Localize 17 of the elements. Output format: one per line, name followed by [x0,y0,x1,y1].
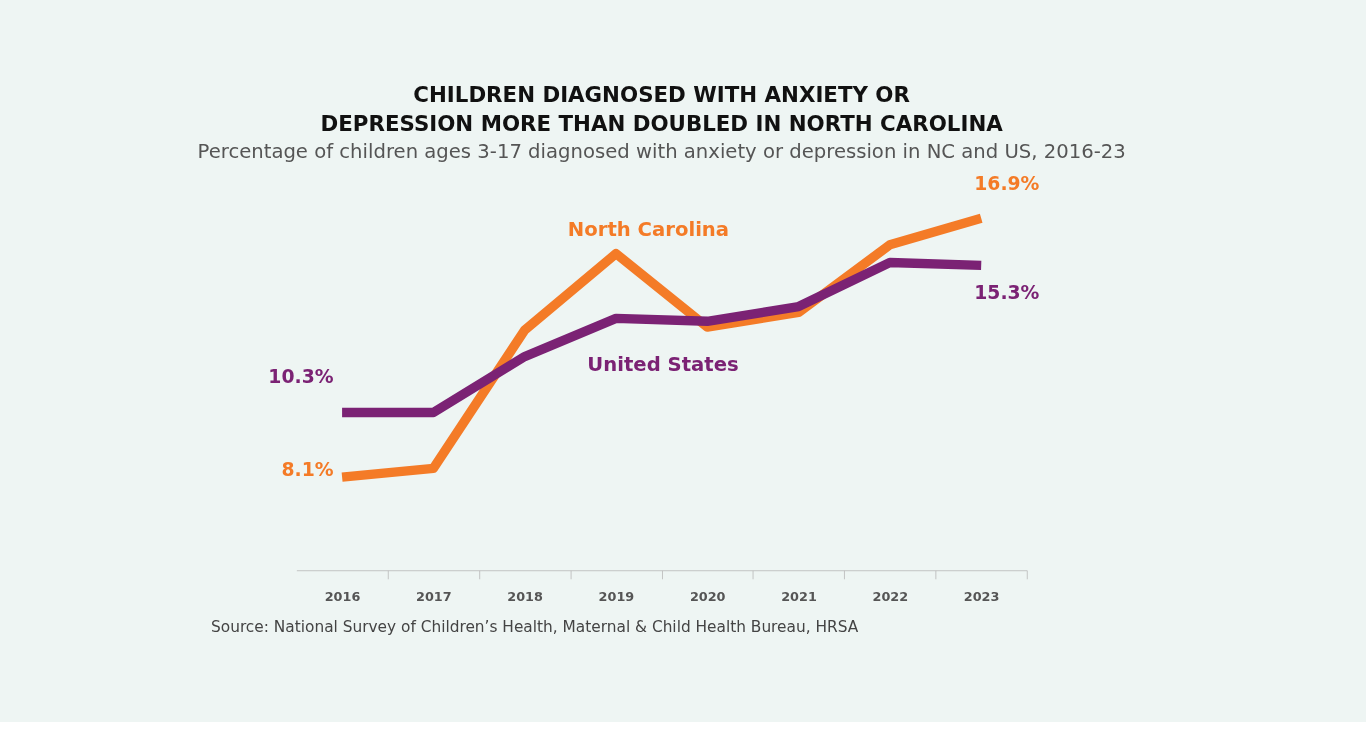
x-tick-label: 2018 [507,589,544,605]
data-label: 8.1% [281,459,334,481]
chart-subtitle: Percentage of children ages 3-17 diagnosed with anxiety or depression in NC and US, 2016-23 [197,139,1126,163]
data-label: 16.9% [974,173,1040,195]
x-tick-label: 2019 [598,589,635,605]
data-label: 15.3% [974,281,1040,303]
chart-title: CHILDREN DIAGNOSED WITH ANXIETY OR DEPRESSION MORE THAN DOUBLED IN NORTH CAROLINA [320,82,1004,137]
x-tick-label: 2022 [872,589,909,605]
x-tick-label: 2016 [324,589,361,605]
x-tick-label: 2023 [963,589,1000,605]
x-tick-label: 2017 [416,589,452,605]
x-tick-label: 2020 [689,589,726,605]
source-note: Source: National Survey of Children’s Health, Maternal & Child Health Bureau, HRSA [211,617,859,636]
data-label: 10.3% [268,365,334,387]
x-tick-label: 2021 [781,589,817,605]
series-label: North Carolina [567,217,730,241]
series-label: United States [587,353,739,377]
